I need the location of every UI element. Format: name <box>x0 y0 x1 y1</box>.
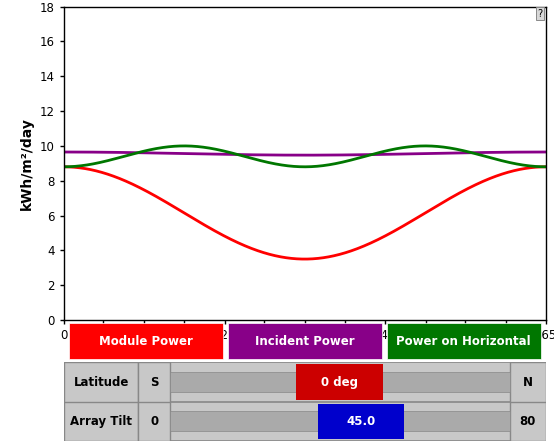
X-axis label: Day: Day <box>290 345 320 359</box>
FancyBboxPatch shape <box>387 323 541 359</box>
FancyBboxPatch shape <box>69 323 223 359</box>
Y-axis label: kWh/m²/day: kWh/m²/day <box>20 117 34 210</box>
FancyBboxPatch shape <box>64 402 546 441</box>
Text: Incident Power: Incident Power <box>255 335 355 348</box>
Text: N: N <box>522 376 532 389</box>
FancyBboxPatch shape <box>64 362 138 402</box>
FancyBboxPatch shape <box>317 404 404 439</box>
Text: 0 deg: 0 deg <box>321 376 358 389</box>
FancyBboxPatch shape <box>170 372 510 392</box>
Text: 0: 0 <box>150 415 158 427</box>
Text: Power on Horizontal: Power on Horizontal <box>397 335 531 348</box>
Text: Latitude: Latitude <box>73 376 129 389</box>
FancyBboxPatch shape <box>138 362 170 402</box>
Text: ?: ? <box>537 9 542 19</box>
FancyBboxPatch shape <box>510 402 546 441</box>
FancyBboxPatch shape <box>510 362 546 402</box>
FancyBboxPatch shape <box>64 362 546 402</box>
Text: 80: 80 <box>520 415 536 427</box>
Text: S: S <box>150 376 158 389</box>
Text: Array Tilt: Array Tilt <box>70 415 132 427</box>
Text: Module Power: Module Power <box>99 335 193 348</box>
FancyBboxPatch shape <box>296 365 383 400</box>
Text: 45.0: 45.0 <box>346 415 376 427</box>
FancyBboxPatch shape <box>228 323 382 359</box>
FancyBboxPatch shape <box>138 402 170 441</box>
FancyBboxPatch shape <box>64 402 138 441</box>
FancyBboxPatch shape <box>170 412 510 431</box>
